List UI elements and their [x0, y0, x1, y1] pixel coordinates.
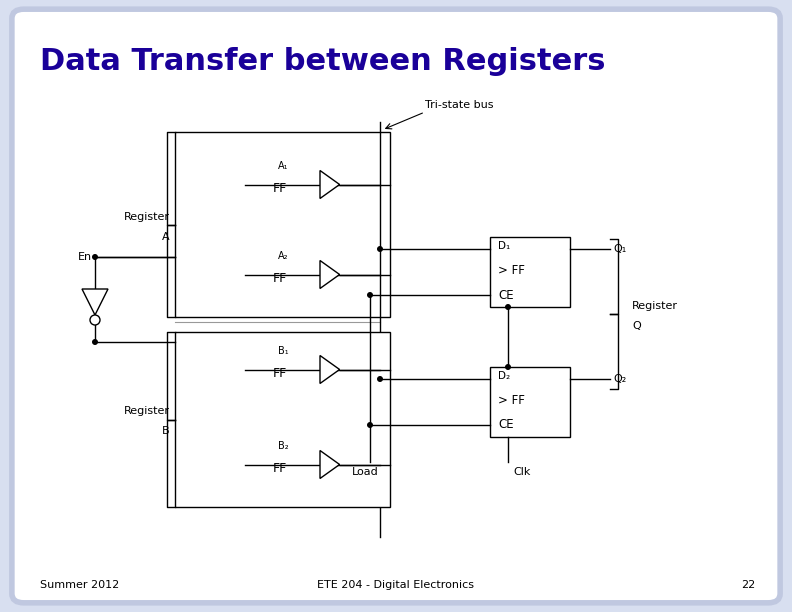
- Bar: [245, 437, 315, 492]
- Text: Clk: Clk: [513, 467, 531, 477]
- Polygon shape: [320, 261, 340, 288]
- Text: CE: CE: [498, 288, 514, 302]
- Text: Tri-state bus: Tri-state bus: [425, 100, 493, 110]
- Text: Data Transfer between Registers: Data Transfer between Registers: [40, 47, 606, 76]
- Text: 22: 22: [741, 580, 755, 590]
- Text: Q₁: Q₁: [613, 244, 626, 254]
- Circle shape: [367, 422, 373, 428]
- Bar: [490, 237, 570, 307]
- Circle shape: [92, 339, 98, 345]
- Text: > FF: > FF: [498, 264, 525, 277]
- Circle shape: [505, 304, 511, 310]
- Polygon shape: [82, 289, 108, 315]
- Polygon shape: [320, 356, 340, 384]
- Text: Register: Register: [632, 301, 678, 311]
- Text: FF: FF: [273, 463, 287, 476]
- Text: En: En: [78, 252, 92, 262]
- Text: B₂: B₂: [278, 441, 289, 451]
- Bar: [245, 247, 315, 302]
- Text: D₂: D₂: [498, 371, 510, 381]
- Text: Q: Q: [632, 321, 641, 331]
- Text: B: B: [162, 427, 170, 436]
- Text: FF: FF: [273, 182, 287, 195]
- Bar: [245, 157, 315, 212]
- Text: FF: FF: [273, 367, 287, 381]
- Text: Register: Register: [124, 212, 170, 222]
- Text: Load: Load: [352, 467, 379, 477]
- Bar: [175, 332, 390, 507]
- Text: FF: FF: [273, 272, 287, 285]
- Circle shape: [505, 364, 511, 370]
- Text: B₁: B₁: [278, 346, 289, 356]
- Circle shape: [90, 315, 100, 325]
- Text: Q₂: Q₂: [613, 374, 626, 384]
- Polygon shape: [320, 450, 340, 479]
- Circle shape: [377, 376, 383, 382]
- Bar: [175, 132, 390, 317]
- Text: CE: CE: [498, 419, 514, 431]
- Text: Summer 2012: Summer 2012: [40, 580, 120, 590]
- Circle shape: [92, 254, 98, 260]
- Text: > FF: > FF: [498, 394, 525, 407]
- Bar: [490, 367, 570, 437]
- Text: A₁: A₁: [278, 161, 289, 171]
- Text: ETE 204 - Digital Electronics: ETE 204 - Digital Electronics: [318, 580, 474, 590]
- Text: A₂: A₂: [278, 251, 289, 261]
- Circle shape: [377, 246, 383, 252]
- Bar: [245, 342, 315, 397]
- Text: D₁: D₁: [498, 241, 510, 251]
- Circle shape: [367, 292, 373, 298]
- Text: A: A: [162, 231, 170, 242]
- Polygon shape: [320, 171, 340, 198]
- Text: Register: Register: [124, 406, 170, 417]
